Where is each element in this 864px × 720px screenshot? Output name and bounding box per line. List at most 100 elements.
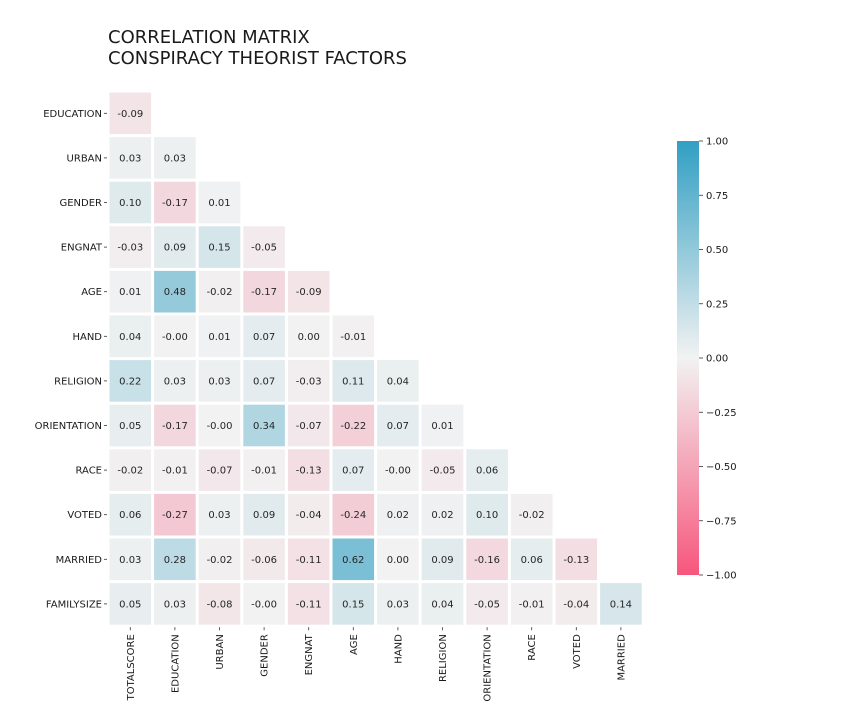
column-tick-label: EDUCATION	[170, 634, 181, 693]
cell-value-label: -0.07	[296, 421, 322, 432]
cell-value-label: -0.17	[162, 421, 188, 432]
heatmap-cell	[198, 583, 241, 625]
row-tick-label: HAND	[72, 332, 102, 343]
heatmap-cell	[421, 449, 464, 491]
cell-value-label: -0.01	[519, 599, 545, 610]
row-tick-labels: EDUCATION URBAN GENDER ENGNAT AGE HAND RELIGIO…	[35, 109, 107, 610]
cell-value-label: 0.03	[119, 153, 141, 164]
cell-value-label: 0.07	[253, 332, 275, 343]
heatmap-cell	[109, 315, 152, 358]
heatmap-cell	[510, 493, 553, 536]
cell-value-label: 0.01	[431, 421, 453, 432]
cell-value-label: 0.05	[119, 599, 141, 610]
colorbar-tick-label: −0.50	[706, 462, 737, 473]
column-tick-label: ORIENTATION	[483, 634, 494, 701]
heatmap-cell	[332, 315, 375, 358]
colorbar-tick-label: 1.00	[706, 137, 728, 148]
heatmap-cell	[154, 493, 196, 536]
heatmap-cell	[154, 226, 196, 268]
cell-value-label: 0.09	[164, 243, 186, 254]
chart-title-line-2: CONSPIRACY THEORIST FACTORS	[108, 48, 407, 69]
heatmap-cell	[466, 493, 508, 536]
heatmap-cell	[421, 493, 464, 536]
cell-value-label: 0.02	[431, 510, 453, 521]
cell-value-label: 0.00	[298, 332, 320, 343]
cell-value-label: -0.09	[296, 287, 322, 298]
heatmap-cell	[109, 181, 152, 224]
column-tick-label: TOTALSCORE	[126, 634, 137, 701]
heatmap-cell	[154, 270, 196, 313]
cell-value-label: -0.00	[385, 466, 411, 477]
column-tick-label: MARRIED	[616, 634, 627, 681]
cell-value-label: 0.06	[521, 555, 543, 566]
cell-value-label: 0.09	[431, 555, 453, 566]
cell-value-label: -0.02	[519, 510, 545, 521]
cell-value-label: -0.17	[251, 287, 277, 298]
heatmap-cell	[421, 538, 464, 581]
cell-value-label: -0.07	[207, 466, 233, 477]
cell-value-label: -0.01	[251, 466, 277, 477]
cell-value-label: -0.27	[162, 510, 188, 521]
heatmap-cell	[243, 583, 285, 625]
column-tick-label: AGE	[349, 634, 360, 655]
cell-value-label: -0.17	[162, 198, 188, 209]
cell-value-label: 0.03	[164, 599, 186, 610]
column-tick-label: RACE	[527, 634, 538, 661]
cell-value-label: -0.05	[474, 599, 500, 610]
heatmap-cell	[287, 493, 330, 536]
heatmap-cell	[198, 181, 241, 224]
cell-value-label: 0.01	[208, 332, 230, 343]
heatmap-cell	[332, 404, 375, 447]
cell-value-label: -0.13	[563, 555, 589, 566]
heatmap-cell	[377, 449, 419, 491]
heatmap-cell	[510, 583, 553, 625]
heatmap-cell	[243, 404, 285, 447]
cell-value-label: 0.48	[164, 287, 186, 298]
cell-value-label: 0.00	[387, 555, 409, 566]
cell-value-label: -0.06	[251, 555, 277, 566]
heatmap-cell	[377, 583, 419, 625]
cell-value-label: 0.04	[387, 376, 409, 387]
heatmap-cell	[154, 538, 196, 581]
colorbar-tick-label: −0.25	[706, 408, 737, 419]
heatmap-cell	[377, 538, 419, 581]
heatmap-cell	[109, 404, 152, 447]
heatmap-cell	[287, 538, 330, 581]
cell-value-label: -0.02	[207, 287, 233, 298]
heatmap-cell	[287, 270, 330, 313]
colorbar-tick-label: 0.50	[706, 245, 728, 256]
heatmap-cell	[198, 493, 241, 536]
cell-value-label: 0.02	[387, 510, 409, 521]
column-tick-label: URBAN	[215, 634, 226, 669]
cell-value-label: 0.10	[476, 510, 498, 521]
chart-title-line-1: CORRELATION MATRIX	[108, 27, 310, 48]
row-tick-label: ENGNAT	[61, 243, 103, 254]
heatmap-cell	[109, 270, 152, 313]
row-tick-label: FAMILYSIZE	[46, 599, 102, 610]
heatmap-cell	[154, 404, 196, 447]
row-tick-label: VOTED	[67, 510, 102, 521]
cell-value-label: 0.07	[387, 421, 409, 432]
heatmap-cell	[287, 315, 330, 358]
cell-value-label: 0.01	[119, 287, 141, 298]
row-tick-label: MARRIED	[56, 555, 103, 566]
column-tick-label: ENGNAT	[304, 633, 315, 675]
cell-value-label: 0.28	[164, 555, 186, 566]
cell-value-label: 0.15	[342, 599, 364, 610]
column-tick-label: GENDER	[260, 634, 271, 677]
heatmap-cell	[154, 583, 196, 625]
heatmap-cell	[466, 449, 508, 491]
cell-value-label: 0.06	[476, 466, 498, 477]
heatmap-cell	[555, 583, 598, 625]
cell-value-label: 0.06	[119, 510, 141, 521]
cell-value-label: -0.02	[117, 466, 143, 477]
heatmap-cell	[243, 360, 285, 402]
heatmap-cell	[243, 538, 285, 581]
heatmap-cell	[198, 270, 241, 313]
cell-value-label: -0.24	[340, 510, 366, 521]
cell-value-label: 0.09	[253, 510, 275, 521]
heatmap-cell	[109, 538, 152, 581]
heatmap-cell	[555, 538, 598, 581]
heatmap-cell	[198, 315, 241, 358]
heatmap-cell	[154, 181, 196, 224]
